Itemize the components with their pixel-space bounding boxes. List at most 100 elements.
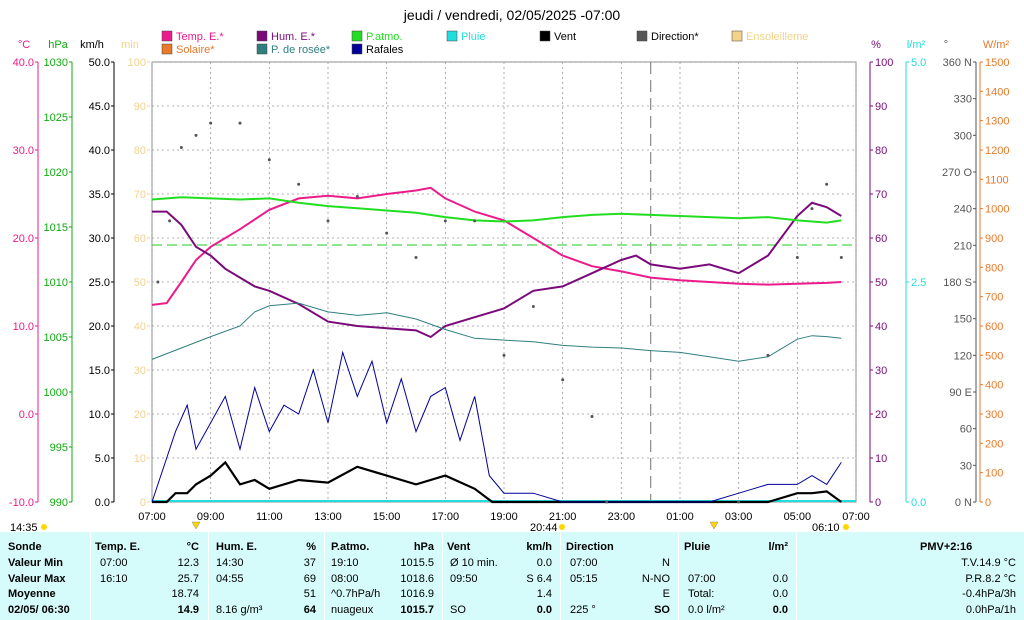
x-tick-label: 23:00 (608, 511, 636, 523)
legend-label-direction: Direction* (651, 31, 699, 43)
axis-pct-tick-label: 90 (875, 101, 887, 113)
row-temp-value: 18.74 (171, 588, 199, 600)
row-direction-value: E (662, 588, 670, 600)
row-label: 02/05/ 06:30 (8, 603, 70, 616)
axis-wm2-tick-label: 1200 (985, 145, 1009, 157)
series-direction-point (414, 256, 418, 260)
header-unit-6: l/m² (768, 541, 788, 553)
series-direction-point (443, 219, 447, 223)
series-direction-point (561, 378, 565, 382)
series-direction-point (605, 500, 609, 504)
x-tick-label: 05:00 (784, 511, 812, 523)
header-7: PMV+2:16 (920, 541, 973, 553)
row-pressure-value: 1016.9 (400, 588, 434, 600)
header-3: P.atmo. (331, 541, 370, 553)
axis-unit-wm2: W/m² (983, 39, 1010, 51)
row-wind-value: 1.4 (536, 588, 552, 600)
header-5: Direction (566, 541, 614, 553)
axis-hpa-tick-label: 1015 (44, 222, 68, 234)
series-rafales-line (151, 350, 842, 503)
series-hum-line (152, 201, 842, 339)
axis-pct-tick-label: 0 (875, 497, 881, 509)
legend-label-solaire: Solaire* (176, 44, 215, 56)
row-rain-value: 0.0 (772, 603, 788, 616)
axis-hpa-tick-label: 1020 (44, 167, 68, 179)
row-temp-value: 12.3 (177, 557, 199, 569)
x-tick-label: 07:00 (842, 511, 870, 523)
axis-temp-tick-label: 0.0 (19, 409, 34, 421)
stats-panel: Sonde Temp. E. °C Hum. E.% P.atmo. hPa Vent km/… (0, 532, 1024, 620)
axis-unit-deg: ° (944, 39, 948, 51)
series-direction-point (473, 219, 477, 223)
header-unit-1: °C (186, 541, 199, 553)
series-direction-point (238, 121, 242, 125)
start-time-label: 14:35 (10, 522, 38, 532)
sunset-label: 20:44 (530, 522, 558, 532)
axis-wm2-tick-label: 0 (985, 497, 991, 509)
axis-pct-tick-label: 30 (875, 365, 887, 377)
row-direction-value: N (662, 557, 670, 569)
x-tick-label: 17:00 (432, 511, 460, 523)
series-direction-point (825, 182, 829, 186)
legend-label-patmo: P.atmo. (366, 31, 403, 43)
axis-deg-tick-label: 330 (954, 94, 972, 106)
series-rosee-line (151, 302, 842, 362)
x-tick-label: 19:00 (490, 511, 518, 523)
axis-wm2-tick-label: 1100 (985, 174, 1009, 186)
column-separator (208, 532, 209, 620)
axis-unit-pct: % (871, 39, 881, 51)
row-wind-value: 0.0 (536, 557, 552, 569)
x-tick-label: 15:00 (373, 511, 401, 523)
axis-rain-tick-label: 0.0 (911, 497, 926, 509)
header-1: Temp. E. (95, 541, 141, 553)
axis-hpa-tick-label: 995 (50, 442, 68, 454)
row-pmv: 0.0hPa/1h (965, 603, 1016, 616)
axis-temp-tick-label: 10.0 (13, 321, 34, 333)
series-direction-point (839, 256, 843, 260)
legend-label-rosee: P. de rosée* (271, 44, 331, 56)
axis-wm2-tick-label: 400 (985, 380, 1003, 392)
axis-deg-tick-label: 30 (960, 460, 972, 472)
row-pressure-time: 19:10 (331, 557, 359, 569)
legend-swatch-hum (256, 30, 268, 42)
legend-swatch-patmo (351, 30, 363, 42)
axis-deg-tick-label: 90 E (949, 387, 972, 399)
header-unit-4: km/h (526, 541, 552, 553)
axis-deg-tick-label: 60 (960, 424, 972, 436)
axis-deg-tick-label: 300 (954, 130, 972, 142)
row-pmv: -0.4hPa/3h (962, 588, 1016, 600)
legend-label-rafales: Rafales (366, 44, 404, 56)
axis-temp-tick-label: 20.0 (13, 233, 34, 245)
axis-unit-rain: l/m² (907, 39, 926, 51)
row-hum-time: 04:55 (216, 572, 244, 585)
axis-deg-tick-label: 240 (954, 204, 972, 216)
series-direction-point (737, 500, 741, 504)
row-direction-time: 225 ° (570, 603, 596, 616)
axis-min-tick-label: 20 (134, 409, 146, 421)
axis-min-tick-label: 30 (134, 365, 146, 377)
row-temp-time: 07:00 (100, 557, 128, 569)
axis-pct-tick-label: 20 (875, 409, 887, 421)
axis-pct-tick-label: 80 (875, 145, 887, 157)
axis-hpa-tick-label: 1010 (44, 277, 68, 289)
legend-swatch-rafales (351, 43, 363, 55)
sunrise-label: 06:10 (812, 522, 840, 532)
moon-marker-icon (191, 521, 201, 530)
axis-pct-tick-label: 70 (875, 189, 887, 201)
row-rain-time: Total: (688, 588, 715, 600)
axis-kmh-tick-label: 5.0 (95, 453, 110, 465)
axis-deg-tick-label: 120 (954, 350, 972, 362)
column-separator (560, 532, 561, 620)
axis-wm2-tick-label: 1300 (985, 116, 1009, 128)
axis-temp-tick-label: 30.0 (13, 145, 34, 157)
row-temp-value: 25.7 (177, 572, 199, 585)
axis-hpa-tick-label: 990 (50, 497, 68, 509)
header-2: Hum. E. (216, 541, 257, 553)
legend-swatch-ensoleillement (731, 30, 743, 42)
header-0: Sonde (8, 541, 42, 553)
legend-swatch-temp (161, 30, 173, 42)
row-direction-time: 07:00 (570, 557, 598, 569)
series-direction-point (355, 194, 359, 198)
row-hum-time: 8.16 g/m³ (216, 603, 263, 616)
axis-kmh-tick-label: 30.0 (89, 233, 110, 245)
